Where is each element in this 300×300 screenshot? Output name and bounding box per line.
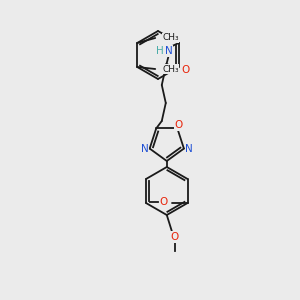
- Text: CH₃: CH₃: [162, 64, 179, 74]
- Text: O: O: [159, 197, 168, 207]
- Text: O: O: [174, 120, 182, 130]
- Text: H: H: [156, 46, 164, 56]
- Text: CH₃: CH₃: [162, 34, 179, 43]
- Text: O: O: [171, 232, 179, 242]
- Text: N: N: [165, 46, 173, 56]
- Text: N: N: [185, 144, 193, 154]
- Text: N: N: [141, 144, 148, 154]
- Text: O: O: [182, 65, 190, 75]
